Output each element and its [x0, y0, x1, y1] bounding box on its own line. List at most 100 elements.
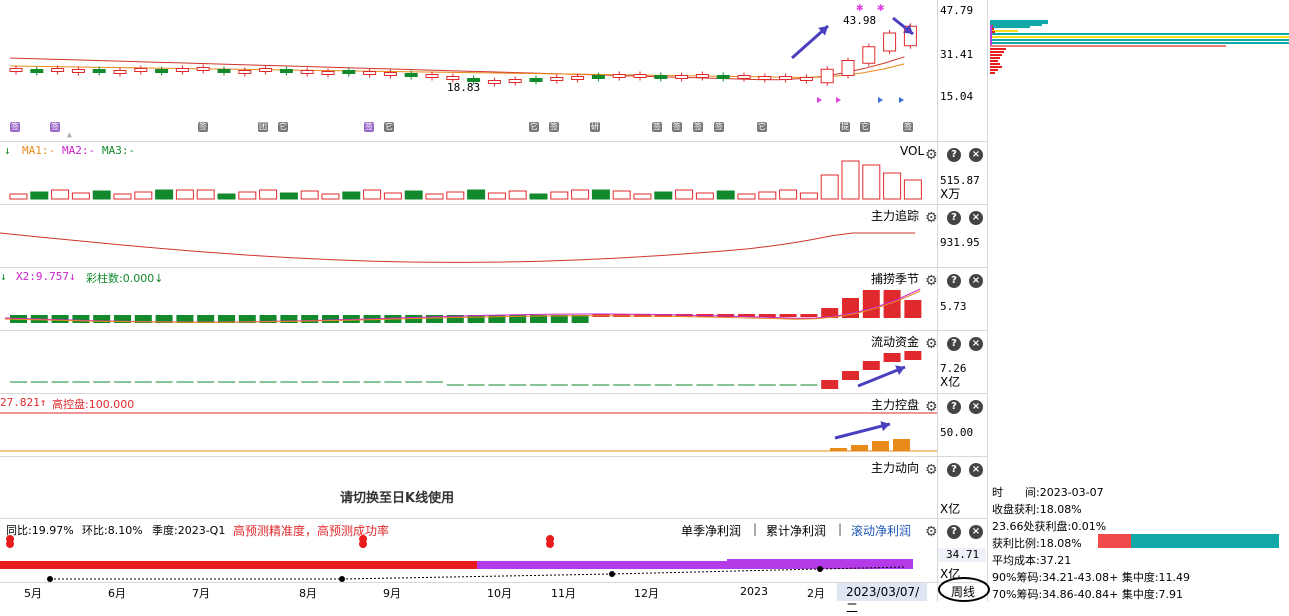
- volume-bar: [155, 189, 174, 200]
- x-axis: 5月 6月 7月 8月 9月 10月 11月 12月 2023 2月: [0, 583, 937, 602]
- volume-bar: [695, 192, 714, 200]
- event-marker-icon[interactable]: 签: [198, 122, 208, 132]
- tracking-panel[interactable]: 主力追踪: [0, 205, 937, 267]
- volume-bar: [612, 190, 631, 200]
- close-icon[interactable]: ×: [969, 525, 983, 539]
- help-icon[interactable]: ?: [947, 148, 961, 162]
- tab-cumulative-profit[interactable]: 累计净利润: [766, 524, 827, 538]
- settings-gear-icon[interactable]: ⚙: [925, 336, 938, 352]
- volume-chart[interactable]: [0, 142, 937, 204]
- volume-bar: [300, 190, 319, 200]
- settings-gear-icon[interactable]: ⚙: [925, 524, 938, 540]
- season-chart[interactable]: [0, 268, 937, 330]
- event-marker-icon[interactable]: 提: [840, 122, 850, 132]
- event-marker-icon[interactable]: 它: [278, 122, 288, 132]
- settings-gear-icon[interactable]: ⚙: [925, 399, 938, 415]
- event-marker-icon[interactable]: 签: [714, 122, 724, 132]
- close-icon[interactable]: ×: [969, 274, 983, 288]
- volume-bar: [487, 192, 506, 200]
- event-marker-icon[interactable]: 研: [590, 122, 600, 132]
- close-icon[interactable]: ×: [969, 148, 983, 162]
- price-panel[interactable]: 43.98 18.83 ✱ ✱ 签签签团它签它它签研签签签签它提它签 ▲: [0, 0, 937, 141]
- control-chart[interactable]: [0, 394, 937, 456]
- volume-bar: [779, 189, 798, 200]
- close-icon[interactable]: ×: [969, 400, 983, 414]
- candle-body: [841, 60, 855, 76]
- control-panel[interactable]: 27.821↑ 高控盘:100.000 主力控盘: [0, 394, 937, 456]
- volume-legend-ma3: MA3:-: [102, 144, 136, 157]
- season-panel[interactable]: ↓ X2:9.757↓ 彩柱数:0.000↓ 捕捞季节: [0, 268, 937, 330]
- help-icon[interactable]: ?: [947, 211, 961, 225]
- direction-panel[interactable]: 主力动向 请切换至日K线使用: [0, 457, 937, 518]
- tab-rolling-profit[interactable]: 滚动净利润: [851, 524, 912, 538]
- event-marker-icon[interactable]: 签: [693, 122, 703, 132]
- profit-panel[interactable]: 同比:19.97% 环比:8.10% 季度:2023-Q1 高预测精准度，高预测…: [0, 519, 937, 582]
- profit-band: [0, 561, 477, 569]
- settings-gear-icon[interactable]: ⚙: [925, 147, 938, 163]
- close-icon[interactable]: ×: [969, 337, 983, 351]
- candle-body: [134, 68, 148, 72]
- event-marker-icon[interactable]: 它: [384, 122, 394, 132]
- volume-bar: [321, 193, 340, 200]
- event-marker-icon[interactable]: 签: [903, 122, 913, 132]
- tracking-chart[interactable]: [0, 205, 937, 267]
- volume-panel[interactable]: ↓ MA1:- MA2:- MA3:- VOL: [0, 142, 937, 204]
- event-marker-icon[interactable]: 签: [549, 122, 559, 132]
- settings-gear-icon[interactable]: ⚙: [925, 210, 938, 226]
- help-icon[interactable]: ?: [947, 463, 961, 477]
- event-marker-icon[interactable]: 团: [258, 122, 268, 132]
- profit-accuracy: 高预测精准度，高预测成功率: [233, 524, 390, 538]
- event-marker-icon[interactable]: 签: [50, 122, 60, 132]
- control-legend-high: 高控盘:100.000: [52, 398, 135, 411]
- price-tick-2: 31.41: [940, 48, 974, 61]
- chip-row: [990, 72, 995, 74]
- candle-body: [675, 75, 689, 79]
- flow-bar: [842, 371, 859, 380]
- chip-distribution-chart[interactable]: [988, 0, 1289, 110]
- ma-line: [9, 63, 905, 78]
- settings-gear-icon[interactable]: ⚙: [925, 273, 938, 289]
- candle-body: [425, 74, 439, 78]
- control-panel-title: 主力控盘: [871, 398, 920, 412]
- profit-band: [727, 559, 913, 569]
- chip-70-percent: 70%筹码:34.86-40.84+ 集中度:7.91: [992, 588, 1184, 601]
- volume-bar: [425, 193, 444, 200]
- profit-chart[interactable]: [0, 519, 937, 582]
- event-marker-icon[interactable]: 它: [757, 122, 767, 132]
- period-toggle-button[interactable]: 周线: [938, 577, 990, 602]
- candle-body: [92, 69, 106, 73]
- direction-panel-title: 主力动向: [871, 461, 920, 475]
- season-bar: [280, 315, 298, 323]
- candlestick-chart[interactable]: [0, 0, 937, 141]
- help-icon[interactable]: ?: [947, 274, 961, 288]
- profit-value-box: 34.71: [938, 548, 986, 562]
- help-icon[interactable]: ?: [947, 337, 961, 351]
- event-marker-icon[interactable]: 签: [652, 122, 662, 132]
- event-marker-icon[interactable]: 它: [860, 122, 870, 132]
- help-icon[interactable]: ?: [947, 400, 961, 414]
- flow-bar: [883, 353, 901, 362]
- season-bar: [821, 308, 839, 318]
- flow-chart[interactable]: [0, 331, 937, 393]
- close-icon[interactable]: ×: [969, 463, 983, 477]
- event-marker-icon[interactable]: 它: [529, 122, 539, 132]
- candle-body: [758, 76, 772, 80]
- help-icon[interactable]: ?: [947, 525, 961, 539]
- event-marker-icon[interactable]: 签: [10, 122, 20, 132]
- chip-avg-cost: 平均成本:37.21: [992, 554, 1072, 567]
- settings-gear-icon[interactable]: ⚙: [925, 462, 938, 478]
- chip-distribution[interactable]: [988, 0, 1289, 480]
- season-bar: [446, 315, 464, 323]
- cursor-date-box: 2023/03/07/二: [837, 583, 927, 615]
- price-tick-3: 15.04: [940, 90, 974, 103]
- event-marker-icon[interactable]: 签: [364, 122, 374, 132]
- tab-single-quarter-profit[interactable]: 单季净利润: [681, 524, 742, 538]
- profit-point: [47, 576, 53, 582]
- event-marker-icon[interactable]: 签: [672, 122, 682, 132]
- chip-row: [990, 51, 1004, 53]
- flow-panel[interactable]: 流动资金: [0, 331, 937, 393]
- candle-body: [300, 70, 314, 74]
- close-icon[interactable]: ×: [969, 211, 983, 225]
- x-axis-month-label: 8月: [299, 587, 317, 600]
- trend-arrow-icon: [903, 24, 913, 34]
